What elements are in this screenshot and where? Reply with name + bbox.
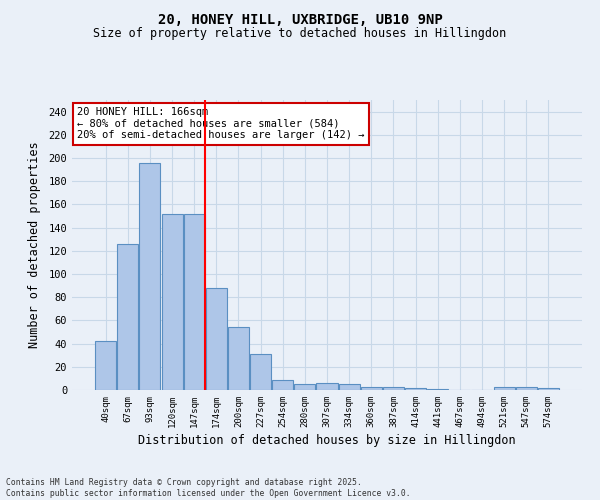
Bar	[161, 214, 182, 390]
Bar	[494, 386, 515, 390]
Bar	[383, 386, 404, 390]
Text: 20, HONEY HILL, UXBRIDGE, UB10 9NP: 20, HONEY HILL, UXBRIDGE, UB10 9NP	[158, 12, 442, 26]
Bar	[405, 388, 426, 390]
X-axis label: Distribution of detached houses by size in Hillingdon: Distribution of detached houses by size …	[138, 434, 516, 447]
Bar	[228, 328, 249, 390]
Bar	[361, 386, 382, 390]
Bar	[427, 389, 448, 390]
Bar	[139, 162, 160, 390]
Bar	[184, 214, 205, 390]
Bar	[316, 383, 338, 390]
Bar	[515, 386, 536, 390]
Bar	[95, 342, 116, 390]
Bar	[338, 384, 359, 390]
Bar	[206, 288, 227, 390]
Bar	[118, 244, 139, 390]
Bar	[538, 388, 559, 390]
Bar	[250, 354, 271, 390]
Y-axis label: Number of detached properties: Number of detached properties	[28, 142, 41, 348]
Bar	[295, 384, 316, 390]
Text: 20 HONEY HILL: 166sqm
← 80% of detached houses are smaller (584)
20% of semi-det: 20 HONEY HILL: 166sqm ← 80% of detached …	[77, 108, 365, 140]
Bar	[272, 380, 293, 390]
Text: Contains HM Land Registry data © Crown copyright and database right 2025.
Contai: Contains HM Land Registry data © Crown c…	[6, 478, 410, 498]
Text: Size of property relative to detached houses in Hillingdon: Size of property relative to detached ho…	[94, 28, 506, 40]
